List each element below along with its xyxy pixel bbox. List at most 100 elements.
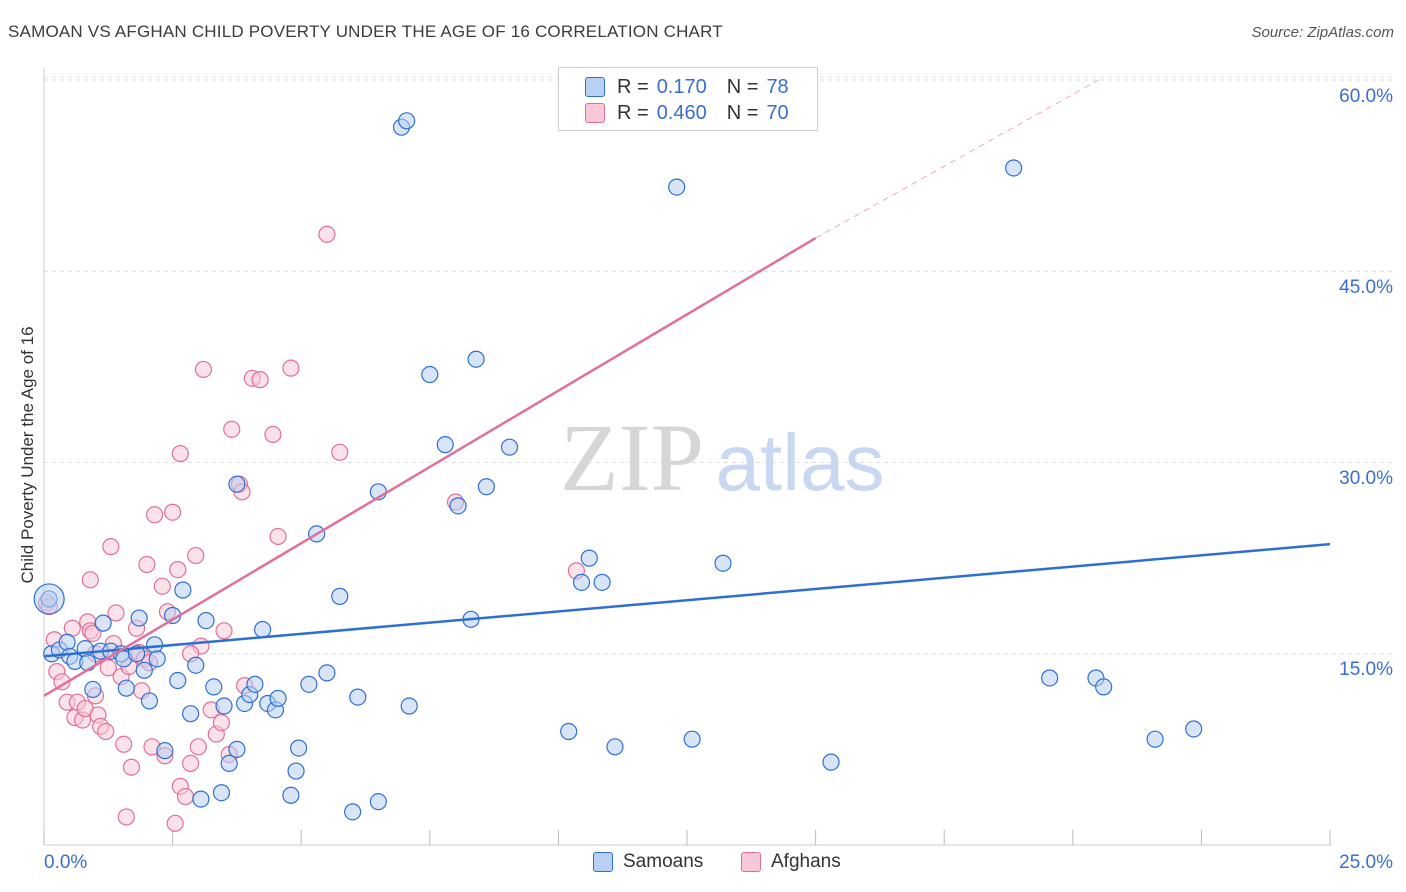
samoan-point bbox=[1005, 159, 1023, 177]
samoan-point bbox=[197, 611, 215, 630]
samoan-point bbox=[148, 650, 166, 668]
legend-r-value: 0.170 bbox=[656, 75, 707, 98]
samoan-point bbox=[254, 620, 272, 639]
afghan-point bbox=[212, 713, 231, 732]
afghan-point bbox=[166, 814, 184, 832]
samoan-point bbox=[58, 633, 76, 651]
samoan-point bbox=[94, 614, 112, 632]
afghan-point bbox=[223, 420, 241, 438]
afghan-point bbox=[187, 546, 205, 565]
afghan-trend-extension bbox=[815, 79, 1099, 239]
samoan-point bbox=[421, 365, 439, 384]
afghan-point bbox=[115, 735, 133, 753]
samoan-point bbox=[398, 112, 416, 130]
samoan-point bbox=[169, 671, 187, 690]
samoans-legend-label: Samoans bbox=[623, 851, 704, 872]
chart-title: SAMOAN VS AFGHAN CHILD POVERTY UNDER THE… bbox=[8, 22, 723, 41]
samoan-point bbox=[593, 573, 611, 591]
samoan-point bbox=[668, 178, 686, 196]
samoan-point bbox=[300, 675, 318, 693]
afghans-swatch bbox=[741, 852, 761, 872]
legend-r-label: R = bbox=[617, 75, 649, 98]
samoan-point bbox=[215, 697, 233, 715]
samoan-point bbox=[140, 692, 159, 710]
afghan-point bbox=[153, 577, 171, 595]
samoan-point bbox=[246, 675, 264, 693]
samoan-point bbox=[130, 609, 148, 627]
samoan-point bbox=[318, 664, 336, 682]
legend-n-label: N = bbox=[726, 75, 759, 98]
samoan-point bbox=[174, 581, 192, 599]
y-tick-label-30: 30.0% bbox=[1339, 468, 1393, 489]
bottom-legend-afghans[interactable]: Afghans bbox=[741, 851, 841, 873]
samoan-point bbox=[182, 705, 200, 723]
legend-r-value: 0.460 bbox=[656, 101, 707, 124]
samoan-point bbox=[287, 762, 305, 780]
samoan-point bbox=[79, 654, 97, 672]
samoan-point bbox=[714, 554, 732, 572]
legend-n-value: 70 bbox=[766, 101, 789, 124]
watermark-zip: ZIP bbox=[560, 404, 704, 511]
afghan-point bbox=[99, 659, 117, 677]
samoan-point bbox=[84, 680, 102, 699]
afghan-point bbox=[84, 624, 102, 642]
samoan-point bbox=[606, 738, 624, 756]
watermark: ZIP atlas bbox=[560, 404, 884, 511]
samoan-point bbox=[33, 583, 65, 615]
afghan-point bbox=[264, 425, 282, 444]
samoan-point bbox=[1041, 669, 1059, 687]
samoan-point bbox=[156, 742, 174, 760]
afghan-point bbox=[169, 560, 187, 579]
samoan-points bbox=[33, 112, 1203, 821]
trend-lines bbox=[43, 79, 1331, 697]
samoan-point bbox=[117, 679, 135, 697]
y-tick-label-60: 60.0% bbox=[1339, 86, 1393, 107]
samoan-point bbox=[282, 786, 300, 804]
legend-swatch-afghans bbox=[585, 103, 605, 123]
samoan-point bbox=[1095, 678, 1113, 696]
afghan-trend-line bbox=[43, 237, 817, 697]
afghan-point bbox=[122, 758, 141, 776]
samoan-trend-line bbox=[43, 542, 1331, 658]
afghan-point bbox=[189, 738, 207, 756]
afghan-point bbox=[145, 506, 164, 524]
afghan-point bbox=[182, 754, 200, 773]
samoan-point bbox=[135, 661, 153, 679]
afghan-point bbox=[176, 787, 195, 806]
samoan-point bbox=[192, 790, 210, 808]
bottom-legend-samoans[interactable]: Samoans bbox=[593, 851, 703, 873]
legend-row-samoans: R = 0.170 N = 78 bbox=[585, 75, 789, 99]
afghan-point bbox=[215, 622, 233, 640]
afghan-point bbox=[97, 722, 115, 741]
samoan-point bbox=[269, 689, 287, 707]
axes bbox=[43, 68, 1332, 846]
samoan-point bbox=[228, 740, 246, 758]
samoan-point bbox=[205, 678, 223, 696]
samoan-point bbox=[212, 784, 231, 802]
afghan-point bbox=[194, 360, 213, 379]
x-tick-label-max: 25.0% bbox=[1339, 852, 1393, 873]
samoan-point bbox=[683, 730, 701, 748]
samoan-point bbox=[500, 438, 519, 456]
afghan-point bbox=[102, 538, 120, 556]
samoan-point bbox=[344, 803, 362, 821]
afghan-point bbox=[269, 527, 287, 546]
samoan-point bbox=[572, 573, 591, 591]
samoan-point bbox=[220, 754, 238, 773]
afghan-point bbox=[282, 359, 300, 377]
samoan-point bbox=[187, 656, 205, 674]
samoan-point bbox=[369, 793, 387, 811]
afghan-point bbox=[107, 604, 125, 622]
afghan-point bbox=[331, 443, 349, 461]
afghans-legend-label: Afghans bbox=[771, 851, 841, 872]
afghan-point bbox=[117, 808, 135, 826]
legend-r-label: R = bbox=[617, 101, 649, 124]
y-tick-label-45: 45.0% bbox=[1339, 277, 1393, 298]
source-label: Source: ZipAtlas.com bbox=[1251, 24, 1394, 41]
afghan-point bbox=[171, 444, 189, 463]
samoan-point bbox=[477, 478, 495, 496]
samoan-point bbox=[467, 350, 485, 368]
samoan-point bbox=[349, 688, 367, 706]
correlation-legend: R = 0.170 N = 78 R = 0.460 N = 70 bbox=[558, 67, 818, 131]
